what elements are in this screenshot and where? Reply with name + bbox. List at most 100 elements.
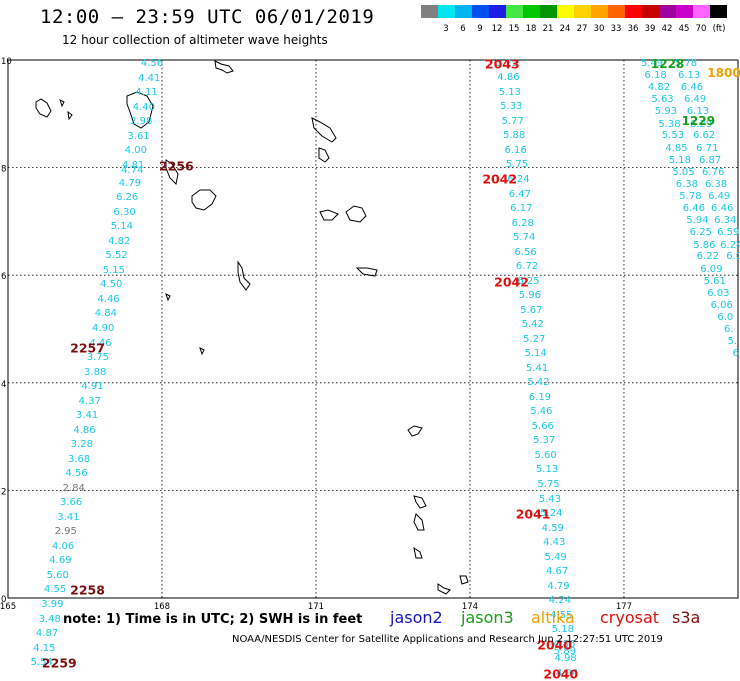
legend-swatch [523,5,540,18]
island-outline [165,159,179,186]
wave-height-label: 5.63 [651,94,674,106]
wave-height-label: 4.82 [647,81,671,93]
lat-tick-label: 4 [1,380,6,390]
island-outline [318,147,330,163]
legend-label: 15 [508,24,520,34]
time-label: 2040 [543,666,579,681]
footnote: note: 1) Time is in UTC; 2) SWH is in fe… [63,612,363,627]
legend-label: 3 [443,24,449,34]
lat-tick-label: 6 [1,272,6,282]
wave-height-label: 5.24 [540,508,563,520]
wave-height-label: 4.11 [135,87,158,99]
wave-height-label: 4.55 [550,609,573,621]
wave-height-label: 5.67 [520,304,543,316]
wave-height-label: 6.22 [696,251,719,263]
lat-tick-label: 2 [1,487,6,497]
wave-height-label: 6.49 [708,191,731,203]
island-outline [59,99,65,108]
wave-height-label: 4.79 [547,580,570,592]
wave-height-label: 6.71 [696,142,719,154]
wave-height-label: 5.38 [658,118,681,130]
wave-height-label: 3.41 [57,511,80,523]
wave-height-label: 4.79 [118,177,142,189]
wave-height-label: 6.62 [692,130,716,142]
wave-height-label: 4.37 [78,395,101,407]
legend-label: 33 [610,24,622,34]
wave-height-label: 6.13 [686,106,710,118]
legend-swatch [438,5,455,18]
wave-height-label: 2.95 [54,526,77,538]
wave-height-label: 5.60 [534,449,557,461]
pass-time-label: 1800 [707,66,740,81]
wave-height-label: 6.25 [689,227,712,239]
wave-height-label: 5.66 [531,420,554,432]
wave-height-label: 6.24 [720,239,740,251]
island-outline [413,495,427,509]
wave-height-label: 6 [732,348,739,360]
legend-unit: (ft) [712,24,726,34]
legend-swatch [489,5,506,18]
island-outline [437,583,451,595]
time-label: 2258 [70,582,105,598]
wave-height-label: 3.88 [84,366,107,378]
wave-height-label: 4.00 [124,145,147,157]
wave-height-label: 5.75 [537,479,560,491]
pass-time-label: 1228 [650,56,685,71]
wave-height-label: 5.49 [640,57,664,69]
wave-height-label: 2.98 [130,116,153,128]
wave-height-label: 4.50 [100,279,123,291]
island-outline [413,546,423,559]
color-legend: 3 6 9 12 15 18 21 24 27 30 33 36 39 42 45 70 (ft) [421,5,727,35]
wave-height-label: 6.76 [702,166,725,178]
satellite-name: cryosat [600,608,660,627]
wave-height-label: 4.46 [97,293,120,305]
wave-height-label: 5.14 [110,221,134,233]
legend-label: 6 [460,24,466,34]
wave-height-label: 5.41 [525,362,549,374]
time-label: 2257 [70,340,105,356]
wave-height-label: 6.87 [698,154,722,166]
legend-swatch [710,5,727,18]
legend-swatch [693,5,710,18]
wave-height-label: 4.15 [33,642,56,654]
wave-height-label: 6.29 [690,118,713,130]
legend-swatch [591,5,608,18]
wave-height-label: 6.30 [113,206,136,218]
wave-height-label: 5.23 [495,57,519,69]
legend-label: 9 [477,24,483,34]
wave-height-label: 5.13 [535,464,559,476]
wave-height-label: 5.15 [102,264,126,276]
wave-height-label: 4.56 [140,57,164,69]
wave-height-label: 4.40 [132,101,156,113]
wave-height-label: 6.34 [714,215,737,227]
satellite-name: jason2 [390,608,443,627]
wave-height-label: 5.74 [513,232,536,244]
island-outline [345,205,367,223]
legend-swatch [472,5,489,18]
legend-swatch [455,5,472,18]
wave-height-label: 5.33 [500,101,523,113]
legend-swatch [625,5,642,18]
legend-swatch [642,5,659,18]
island-outline [355,267,378,277]
island-outline [67,110,73,121]
wave-height-label: 5.53 [661,130,685,142]
wave-height-label: 5.14 [524,348,547,360]
wave-height-label: 6. [723,324,734,336]
wave-height-label: 3.61 [127,130,150,142]
wave-height-label: 4.87 [35,628,59,640]
wave-height-label: 4.24 [548,595,572,607]
wave-height-label: 5.78 [674,57,698,69]
island-outline [459,575,469,585]
wave-height-label: 5.13 [498,86,521,98]
legend-swatch [506,5,523,18]
wave-height-label: 5.61 [703,275,726,287]
wave-height-label: 4.81 [122,159,145,171]
map-border [7,59,739,599]
wave-height-label: 5.75 [505,159,529,171]
time-label: 2040 [537,637,573,653]
page-subtitle: 12 hour collection of altimeter wave hei… [62,33,328,47]
legend-swatch [421,5,438,18]
wave-height-label: 5. [727,336,738,348]
lon-tick-label: 165 [0,602,16,612]
